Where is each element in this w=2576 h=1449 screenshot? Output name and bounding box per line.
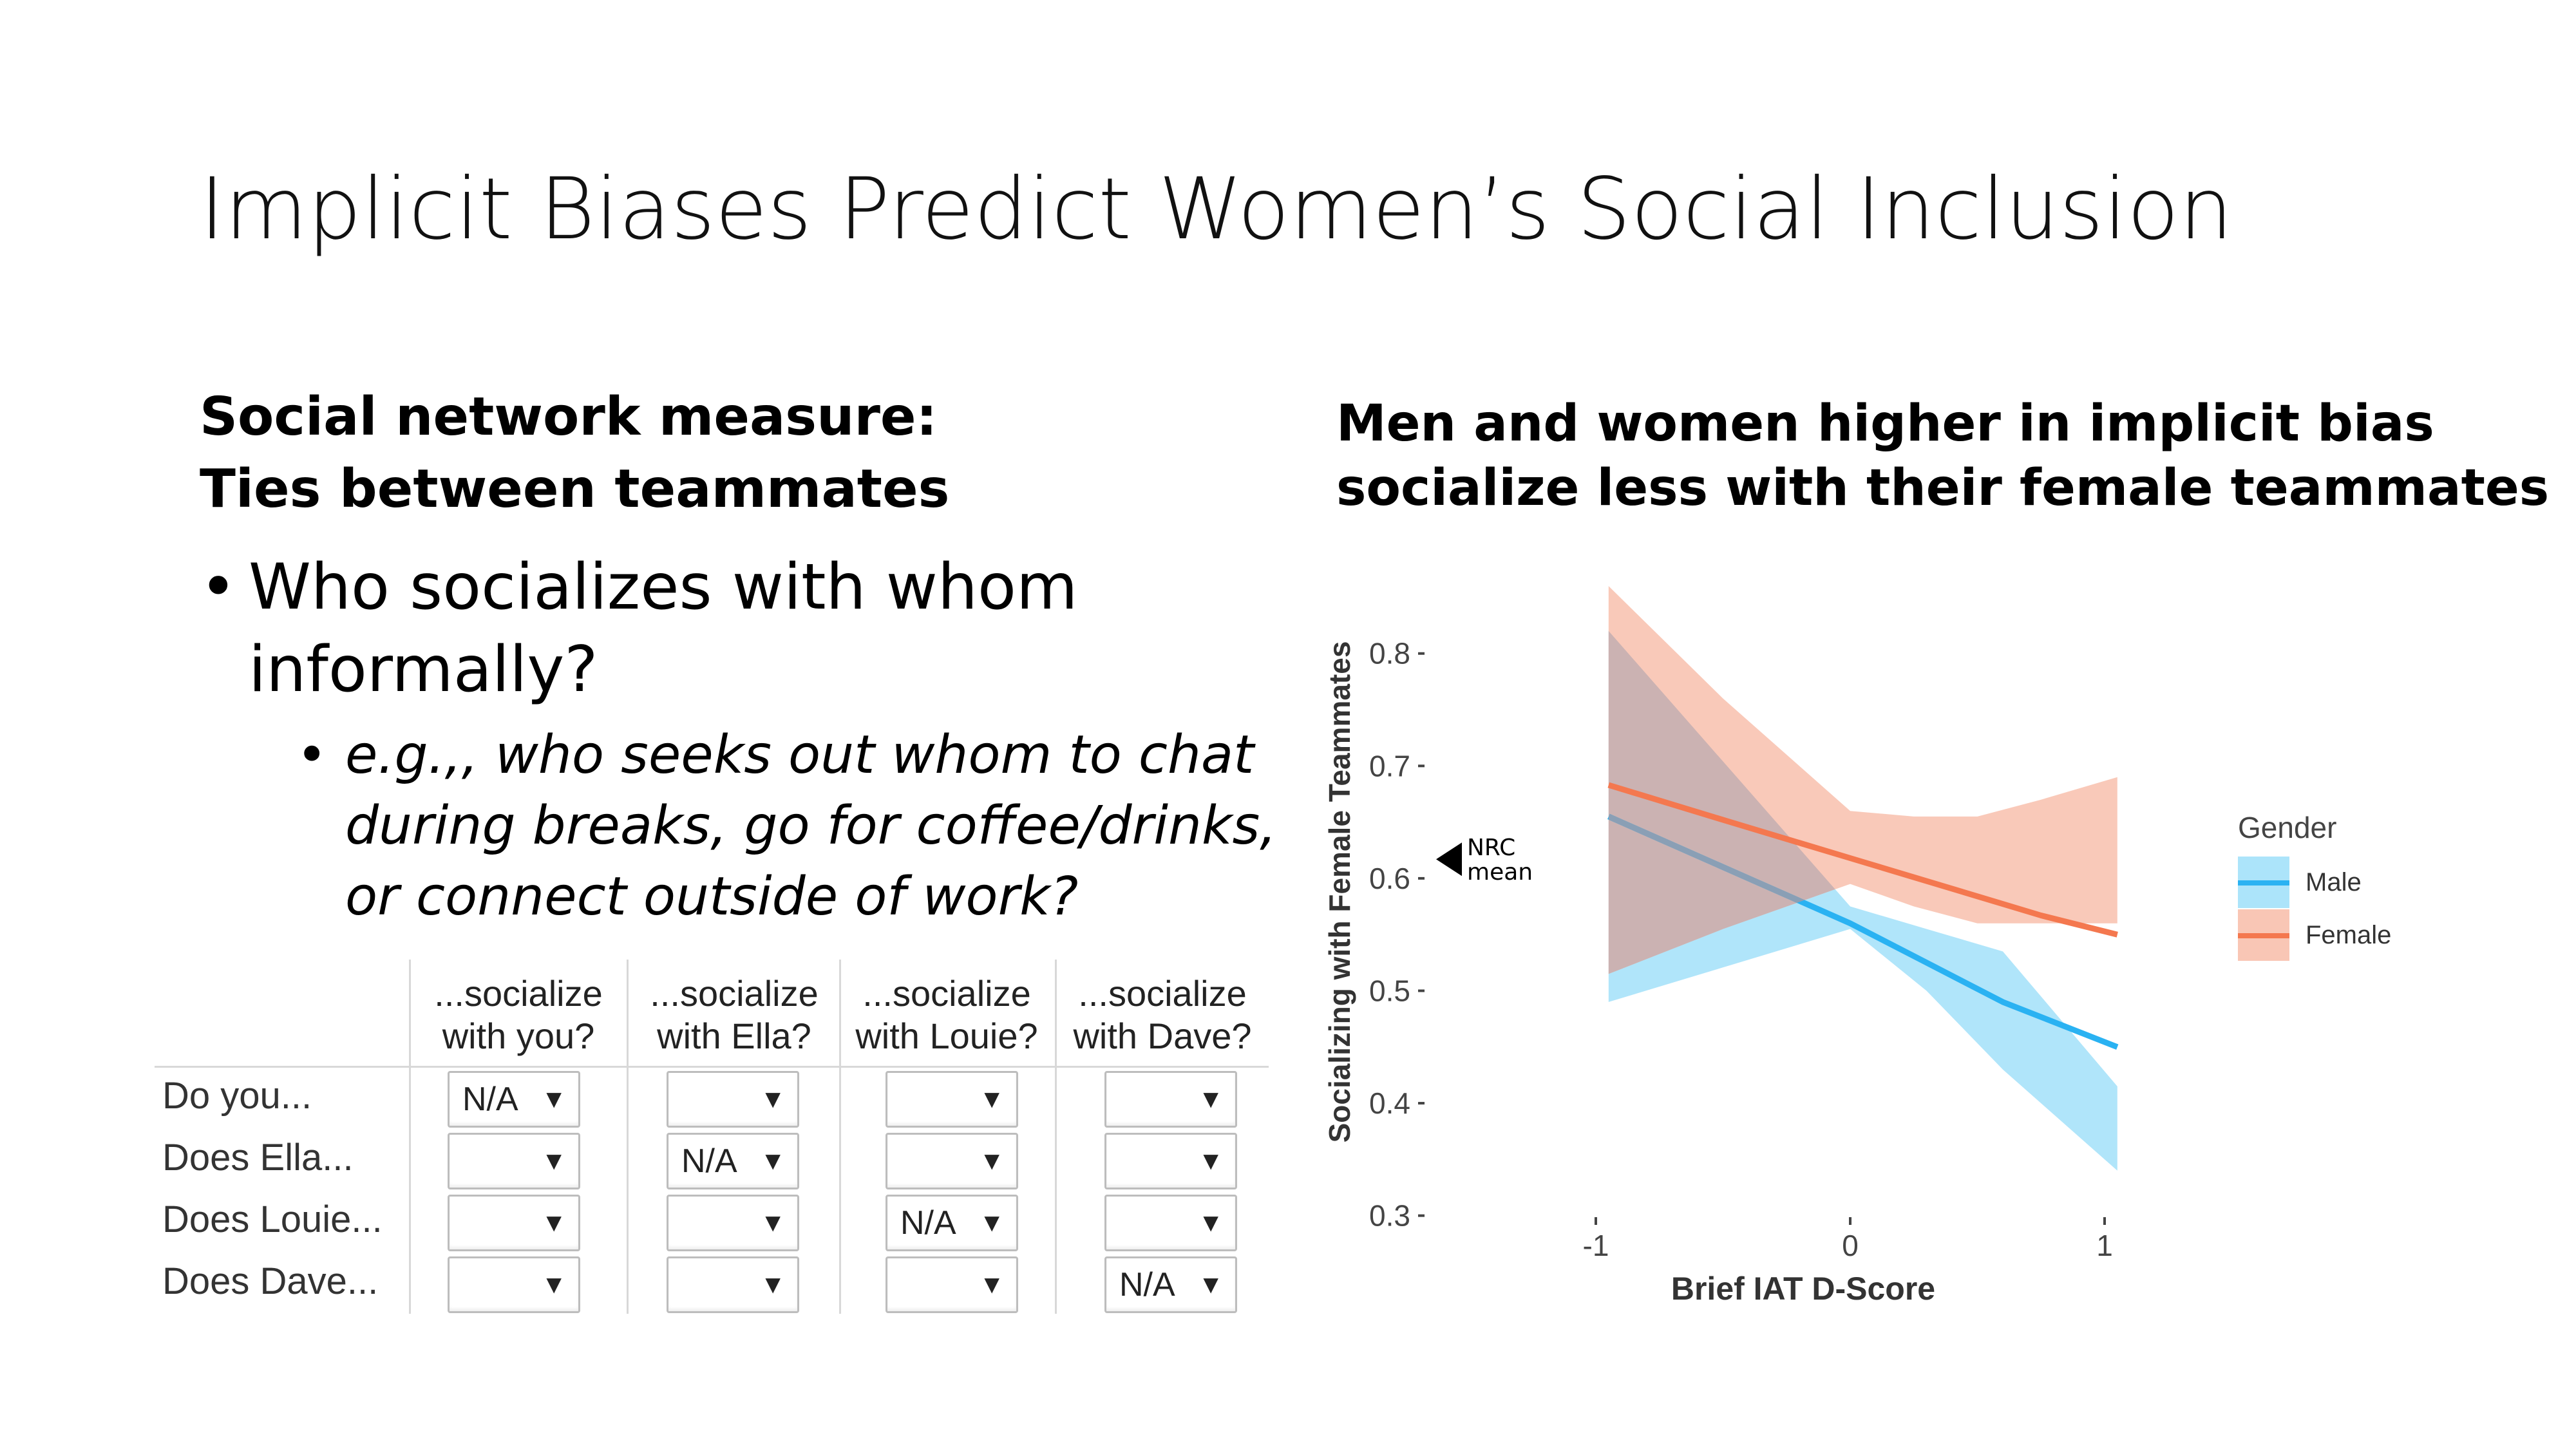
bullet-1-line-1: Who socializes with whom — [249, 551, 1078, 624]
dropdown-select[interactable]: ▼ — [886, 1256, 1018, 1313]
dropdown-select[interactable]: ▼ — [886, 1133, 1018, 1189]
dropdown-value: N/A — [900, 1204, 956, 1242]
line-chart: 0.3 0.4 0.5 0.6 0.7 0.8 -1 0 1 Brief IAT D-Score S… — [1323, 586, 2119, 1307]
chevron-down-icon: ▼ — [979, 1209, 1005, 1237]
y-tick-label: 0.6 — [1369, 862, 1410, 895]
chart-heading-line-1: Men and women higher in implicit bias — [1336, 395, 2434, 453]
table-divider — [839, 960, 841, 1314]
chevron-down-icon: ▼ — [760, 1147, 786, 1175]
dropdown-select[interactable]: N/A ▼ — [1104, 1256, 1237, 1313]
dropdown-value: N/A — [462, 1081, 518, 1118]
chevron-down-icon: ▼ — [541, 1209, 567, 1237]
legend-line-male — [2238, 880, 2289, 886]
y-tick-label: 0.8 — [1369, 637, 1410, 670]
slide-title: Implicit Biases Predict Women’s Social I… — [200, 160, 2233, 259]
table-divider — [155, 1066, 1269, 1068]
dropdown-select[interactable]: N/A ▼ — [448, 1071, 580, 1128]
chevron-down-icon: ▼ — [1198, 1147, 1224, 1175]
column-header-line: with Louie? — [855, 1016, 1038, 1056]
chevron-down-icon: ▼ — [979, 1147, 1005, 1175]
dropdown-select[interactable]: ▼ — [1104, 1133, 1237, 1189]
chevron-down-icon: ▼ — [979, 1271, 1005, 1299]
band-male — [1608, 630, 2117, 1171]
left-heading-line-2: Ties between teammates — [200, 459, 950, 520]
legend-title: Gender — [2238, 811, 2337, 844]
bullet-2-line-3: or connect outside of work? — [345, 866, 1079, 927]
dropdown-select[interactable]: ▼ — [1104, 1195, 1237, 1251]
dropdown-select[interactable]: ▼ — [448, 1195, 580, 1251]
dropdown-select[interactable]: ▼ — [1104, 1071, 1237, 1128]
legend-line-female — [2238, 933, 2289, 938]
bullet-1-line-2: informally? — [249, 633, 598, 706]
legend-label-female: Female — [2306, 921, 2392, 949]
x-tick-label: 0 — [1842, 1229, 1859, 1262]
row-label: Does Ella... — [162, 1137, 354, 1179]
nrc-mean-marker-icon — [1436, 842, 1462, 876]
dropdown-value: N/A — [1119, 1266, 1175, 1303]
chevron-down-icon: ▼ — [760, 1271, 786, 1299]
y-tick-label: 0.5 — [1369, 974, 1410, 1007]
chevron-down-icon: ▼ — [541, 1085, 567, 1113]
column-header-line: with Ella? — [657, 1016, 811, 1056]
x-axis-label: Brief IAT D-Score — [1671, 1271, 1935, 1307]
dropdown-select[interactable]: ▼ — [886, 1071, 1018, 1128]
chevron-down-icon: ▼ — [760, 1085, 786, 1113]
column-header-line: ...socialize — [1078, 973, 1247, 1014]
legend-key-male — [2238, 857, 2289, 908]
row-label: Does Louie... — [162, 1198, 383, 1240]
table-divider — [1055, 960, 1057, 1314]
legend-key-female — [2238, 909, 2289, 961]
chevron-down-icon: ▼ — [541, 1147, 567, 1175]
column-header-line: with Dave? — [1073, 1016, 1252, 1056]
column-header-line: ...socialize — [434, 973, 603, 1014]
chart-heading-line-2: socialize less with their female teammat… — [1336, 459, 2550, 517]
row-label: Does Dave... — [162, 1260, 379, 1302]
column-header: ...socialize with you? — [412, 972, 625, 1057]
dropdown-select[interactable]: ▼ — [448, 1133, 580, 1189]
column-header-line: ...socialize — [862, 973, 1031, 1014]
dropdown-select[interactable]: N/A ▼ — [886, 1195, 1018, 1251]
bullet-2-line-1: e.g.,, who seeks out whom to chat — [345, 724, 1255, 786]
chevron-down-icon: ▼ — [1198, 1209, 1224, 1237]
chart-heading: Men and women higher in implicit bias so… — [1336, 392, 2549, 520]
dropdown-value: N/A — [681, 1142, 737, 1180]
y-axis-label: Socializing with Female Teammates — [1323, 641, 1356, 1143]
series-line-female — [1607, 782, 2118, 938]
bullet-2-line-2: during breaks, go for coffee/drinks, — [345, 795, 1277, 857]
chevron-down-icon: ▼ — [1198, 1085, 1224, 1113]
nrc-mean-label: NRC — [1467, 835, 1515, 861]
table-divider — [627, 960, 629, 1314]
dropdown-select[interactable]: N/A ▼ — [667, 1133, 799, 1189]
left-heading: Social network measure: Ties between tea… — [200, 381, 949, 526]
dropdown-select[interactable]: ▼ — [448, 1256, 580, 1313]
nrc-mean-label: mean — [1467, 859, 1533, 886]
legend-label-male: Male — [2306, 868, 2362, 896]
column-header: ...socialize with Ella? — [628, 972, 840, 1057]
survey-table: ...socialize with you? ...socialize with… — [155, 960, 1269, 1314]
column-header-line: with you? — [442, 1016, 595, 1056]
dropdown-select[interactable]: ▼ — [667, 1195, 799, 1251]
chevron-down-icon: ▼ — [541, 1271, 567, 1299]
dropdown-select[interactable]: ▼ — [667, 1256, 799, 1313]
chevron-down-icon: ▼ — [1198, 1271, 1224, 1299]
x-tick-label: 1 — [2096, 1229, 2113, 1262]
table-divider — [409, 960, 411, 1314]
chevron-down-icon: ▼ — [979, 1085, 1005, 1113]
column-header-line: ...socialize — [650, 973, 819, 1014]
chevron-down-icon: ▼ — [760, 1209, 786, 1237]
bullet-dot: • — [296, 724, 328, 786]
column-header: ...socialize with Dave? — [1056, 972, 1269, 1057]
y-tick-label: 0.4 — [1369, 1086, 1410, 1120]
row-label: Do you... — [162, 1075, 312, 1117]
y-tick-label: 0.7 — [1369, 749, 1410, 782]
left-heading-line-1: Social network measure: — [200, 386, 938, 448]
column-header: ...socialize with Louie? — [840, 972, 1053, 1057]
y-tick-label: 0.3 — [1369, 1199, 1410, 1233]
x-tick-label: -1 — [1583, 1229, 1609, 1262]
dropdown-select[interactable]: ▼ — [667, 1071, 799, 1128]
bullet-dot: • — [200, 551, 237, 624]
